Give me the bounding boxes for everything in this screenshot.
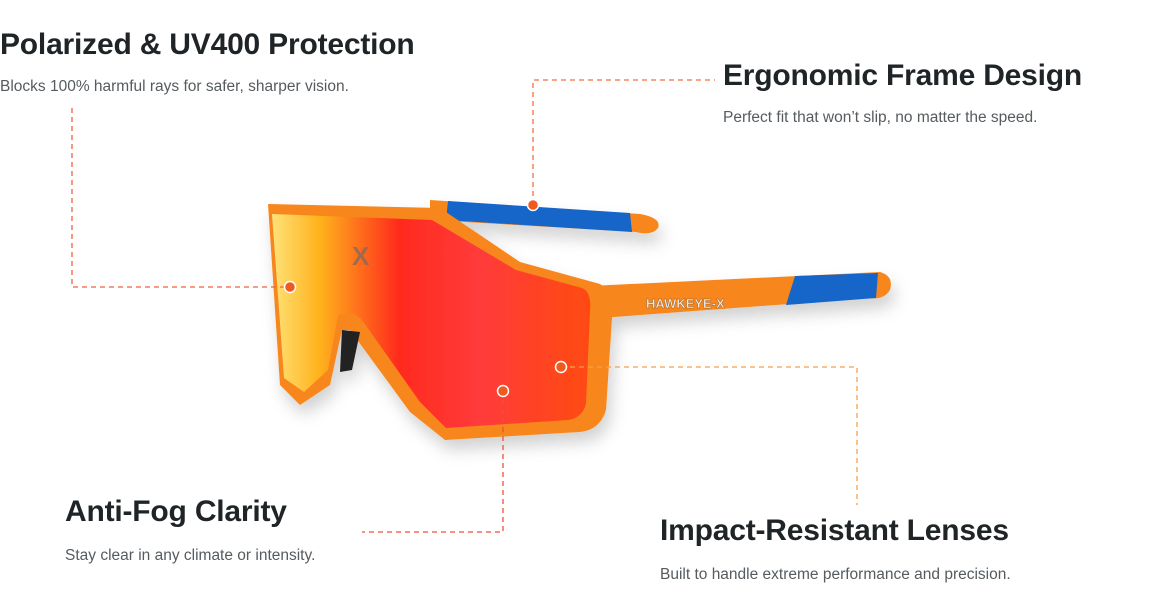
feature-title: Polarized & UV400 Protection [0, 28, 415, 61]
temple-grip-bottom [786, 273, 878, 305]
feature-impact-resistant: Impact-Resistant Lenses Built to handle … [660, 514, 1011, 584]
callout-dot-antifog [496, 384, 510, 398]
lens [272, 214, 591, 428]
callout-line-impact [561, 366, 858, 505]
feature-title: Anti-Fog Clarity [65, 495, 287, 528]
feature-title: Impact-Resistant Lenses [660, 514, 1009, 547]
callout-dot-impact [554, 360, 568, 374]
callout-dot-frame [526, 198, 540, 212]
feature-desc: Stay clear in any climate or intensity. [65, 547, 316, 564]
callout-dots [283, 198, 568, 398]
feature-uv-protection: Polarized & UV400 Protection Blocks 100%… [0, 28, 415, 96]
callout-line-uv [71, 108, 290, 288]
feature-desc: Built to handle extreme performance and … [660, 566, 1011, 583]
callout-lines [71, 79, 858, 533]
brand-text: HAWKEYE-X [646, 296, 725, 311]
sunglasses: X HAWKEYE-X [268, 200, 891, 440]
temple-grip-top [446, 201, 632, 232]
feature-desc: Perfect fit that won’t slip, no matter t… [723, 109, 1038, 126]
feature-ergonomic-frame: Ergonomic Frame Design Perfect fit that … [723, 59, 1082, 127]
brand-logo-x: X [352, 241, 370, 271]
callout-line-frame [532, 79, 715, 205]
feature-desc: Blocks 100% harmful rays for safer, shar… [0, 78, 349, 95]
feature-anti-fog: Anti-Fog Clarity Stay clear in any clima… [65, 495, 315, 565]
callout-dot-uv [283, 280, 297, 294]
callout-line-antifog [362, 391, 504, 533]
feature-title: Ergonomic Frame Design [723, 59, 1083, 92]
